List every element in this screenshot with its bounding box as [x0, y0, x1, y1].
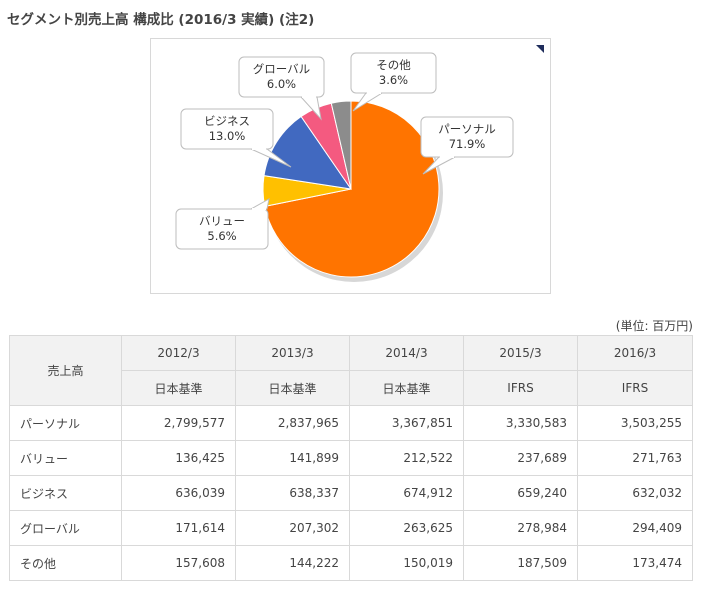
slice-value-label: 3.6% — [379, 73, 408, 87]
standard-header: 日本基準 — [349, 370, 464, 406]
table-cell: 207,302 — [235, 510, 350, 546]
slice-label: グローバル — [253, 62, 310, 76]
row-label: バリュー — [9, 440, 122, 476]
table-corner-label: 売上高 — [9, 335, 122, 406]
table-cell: 237,689 — [463, 440, 578, 476]
table-cell: 2,837,965 — [235, 405, 350, 441]
table-row: パーソナル 2,799,577 2,837,965 3,367,851 3,33… — [9, 405, 693, 441]
callout-box — [238, 56, 325, 98]
corner-marker-icon — [536, 45, 544, 53]
sales-table: 売上高 2012/3 2013/3 2014/3 2015/3 2016/3 日… — [9, 335, 693, 581]
callout-box — [350, 52, 437, 94]
pie-slice — [330, 100, 352, 190]
slice-label: その他 — [376, 58, 411, 72]
table-cell: 294,409 — [577, 510, 693, 546]
header-row-standards: 日本基準 日本基準 日本基準 IFRS IFRS — [10, 370, 693, 406]
table-cell: 212,522 — [349, 440, 464, 476]
table-cell: 171,614 — [121, 510, 236, 546]
pie-chart: パーソナル71.9%バリュー5.6%ビジネス13.0%グローバル6.0%その他3… — [175, 45, 544, 282]
table-cell: 278,984 — [463, 510, 578, 546]
row-label: その他 — [9, 545, 122, 581]
callout-box — [420, 116, 514, 158]
table-cell: 173,474 — [577, 545, 693, 581]
year-header: 2014/3 — [349, 335, 464, 371]
slice-value-label: 13.0% — [209, 129, 246, 143]
standard-header: 日本基準 — [121, 370, 236, 406]
row-label: グローバル — [9, 510, 122, 546]
slice-value-label: 71.9% — [449, 137, 486, 151]
table-cell: 141,899 — [235, 440, 350, 476]
year-header: 2012/3 — [121, 335, 236, 371]
pie-chart-panel: パーソナル 71.9% バリュー 5.6% ビジネス 13.0% グローバル 6.0% その他 3… — [150, 38, 551, 294]
chart-title: セグメント別売上高 構成比 (2016/3 実績) (注2) — [7, 12, 315, 28]
standard-header: IFRS — [463, 370, 578, 406]
table-cell: 157,608 — [121, 545, 236, 581]
pie-slice — [263, 115, 353, 190]
table-cell: 187,509 — [463, 545, 578, 581]
header-row-years: 売上高 2012/3 2013/3 2014/3 2015/3 2016/3 — [9, 335, 693, 406]
table-cell: 271,763 — [577, 440, 693, 476]
year-header: 2016/3 — [577, 335, 693, 371]
row-label: パーソナル — [9, 405, 122, 441]
table-cell: 144,222 — [235, 545, 350, 581]
standard-header: 日本基準 — [235, 370, 350, 406]
table-cell: 636,039 — [121, 475, 236, 511]
table-row: バリュー 136,425 141,899 212,522 237,689 271… — [9, 440, 693, 476]
table-cell: 3,503,255 — [577, 405, 693, 441]
slice-label: バリュー — [199, 214, 245, 228]
callout-box — [175, 208, 269, 250]
unit-label: (単位: 百万円) — [615, 319, 693, 333]
table-cell: 638,337 — [235, 475, 350, 511]
table-row: グローバル 171,614 207,302 263,625 278,984 29… — [9, 510, 693, 546]
table-cell: 263,625 — [349, 510, 464, 546]
table-cell: 3,367,851 — [349, 405, 464, 441]
table-cell: 2,799,577 — [121, 405, 236, 441]
table-row: ビジネス 636,039 638,337 674,912 659,240 632… — [9, 475, 693, 511]
year-header: 2013/3 — [235, 335, 350, 371]
table-cell: 659,240 — [463, 475, 578, 511]
year-header: 2015/3 — [463, 335, 578, 371]
table-cell: 136,425 — [121, 440, 236, 476]
slice-label: パーソナル — [438, 122, 496, 136]
table-cell: 674,912 — [349, 475, 464, 511]
table-cell: 3,330,583 — [463, 405, 578, 441]
callout-box — [180, 108, 274, 150]
table-row: その他 157,608 144,222 150,019 187,509 173,… — [9, 545, 693, 581]
table-cell: 150,019 — [349, 545, 464, 581]
table-cell: 632,032 — [577, 475, 693, 511]
slice-value-label: 6.0% — [267, 77, 296, 91]
standard-header: IFRS — [577, 370, 693, 406]
row-label: ビジネス — [9, 475, 122, 511]
callout-pointer — [249, 198, 270, 210]
pie-slice — [264, 100, 440, 278]
slice-value-label: 5.6% — [207, 229, 236, 243]
slice-label: ビジネス — [204, 114, 250, 128]
